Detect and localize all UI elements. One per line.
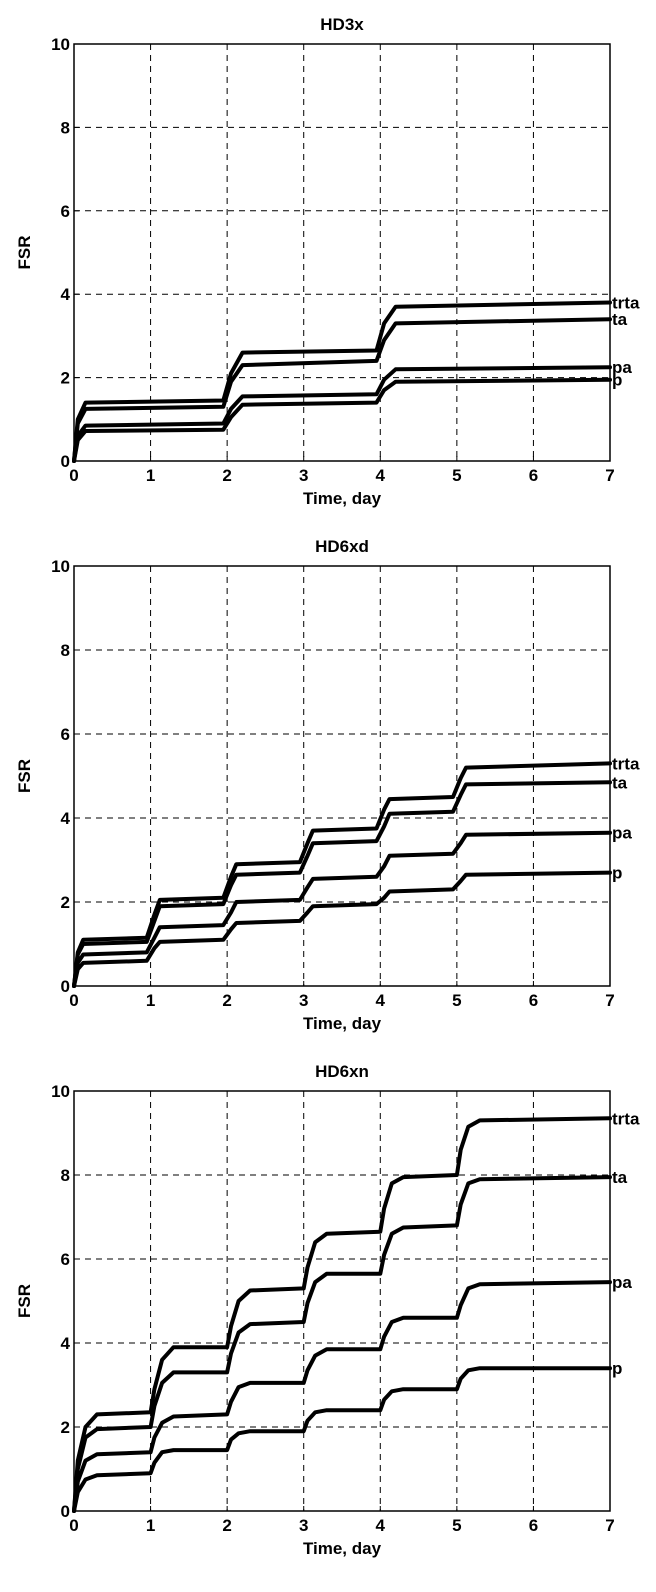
series-label-ta: ta bbox=[612, 773, 628, 792]
series-label-p: p bbox=[612, 864, 622, 883]
y-tick-label: 4 bbox=[61, 1334, 71, 1353]
x-tick-label: 2 bbox=[222, 991, 231, 1010]
x-tick-label: 5 bbox=[452, 466, 461, 485]
plot-area bbox=[73, 1090, 611, 1512]
x-tick-label: 3 bbox=[299, 1516, 308, 1535]
x-tick-label: 6 bbox=[529, 466, 538, 485]
x-tick-label: 1 bbox=[146, 991, 155, 1010]
x-axis-label: Time, day bbox=[303, 489, 382, 508]
x-tick-label: 2 bbox=[222, 466, 231, 485]
series-line-trta bbox=[72, 300, 612, 463]
y-tick-label: 8 bbox=[61, 1166, 70, 1185]
x-tick-label: 0 bbox=[69, 991, 78, 1010]
x-tick-label: 5 bbox=[452, 1516, 461, 1535]
x-tick-label: 1 bbox=[146, 1516, 155, 1535]
series-line-pa bbox=[72, 365, 612, 463]
y-axis-label: FSR bbox=[15, 759, 34, 793]
series-line-p bbox=[72, 870, 612, 988]
series-line-trta bbox=[72, 1116, 612, 1513]
series-label-pa: pa bbox=[612, 824, 632, 843]
y-tick-label: 6 bbox=[61, 725, 70, 744]
x-tick-label: 4 bbox=[376, 466, 386, 485]
chart-title: HD6xd bbox=[315, 537, 369, 556]
x-tick-label: 3 bbox=[299, 991, 308, 1010]
x-tick-label: 7 bbox=[605, 991, 614, 1010]
x-tick-label: 0 bbox=[69, 1516, 78, 1535]
x-tick-label: 2 bbox=[222, 1516, 231, 1535]
y-tick-label: 8 bbox=[61, 641, 70, 660]
chart-panel-3: HD6xn 0 1 2 3 4 5 6 7 0 2 4 6 8 10 Time, day FSR trta ta pa… bbox=[15, 1062, 640, 1558]
y-tick-label: 8 bbox=[61, 118, 70, 137]
y-tick-label: 10 bbox=[51, 557, 70, 576]
series-label-pa: pa bbox=[612, 1273, 632, 1292]
x-tick-label: 5 bbox=[452, 991, 461, 1010]
y-axis-label: FSR bbox=[15, 1284, 34, 1318]
series-line-p bbox=[72, 377, 612, 463]
x-tick-label: 3 bbox=[299, 466, 308, 485]
x-tick-label: 4 bbox=[376, 991, 386, 1010]
y-axis-label: FSR bbox=[15, 236, 34, 270]
y-tick-label: 2 bbox=[61, 1418, 70, 1437]
x-tick-label: 4 bbox=[376, 1516, 386, 1535]
series-label-ta: ta bbox=[612, 310, 628, 329]
series-label-p: p bbox=[612, 371, 622, 390]
series-label-trta: trta bbox=[612, 294, 640, 313]
y-tick-label: 0 bbox=[61, 1502, 70, 1521]
y-tick-label: 0 bbox=[61, 452, 70, 471]
x-axis-label: Time, day bbox=[303, 1539, 382, 1558]
plot-area bbox=[73, 565, 611, 987]
series-label-pa: pa bbox=[612, 358, 632, 377]
series-line-ta bbox=[72, 780, 612, 988]
x-tick-label: 1 bbox=[146, 466, 155, 485]
x-tick-label: 6 bbox=[529, 991, 538, 1010]
x-axis-label: Time, day bbox=[303, 1014, 382, 1033]
y-tick-label: 2 bbox=[61, 893, 70, 912]
y-tick-label: 6 bbox=[61, 1250, 70, 1269]
series-label-trta: trta bbox=[612, 754, 640, 773]
plot-area bbox=[73, 43, 611, 462]
x-tick-label: 7 bbox=[605, 1516, 614, 1535]
chart-title: HD6xn bbox=[315, 1062, 369, 1081]
y-tick-label: 0 bbox=[61, 977, 70, 996]
series-line-ta bbox=[72, 1175, 612, 1513]
series-line-pa bbox=[72, 830, 612, 988]
series-line-ta bbox=[72, 317, 612, 463]
series-label-p: p bbox=[612, 1359, 622, 1378]
series-line-p bbox=[72, 1366, 612, 1513]
series-line-pa bbox=[72, 1280, 612, 1513]
chart-title: HD3x bbox=[320, 15, 364, 34]
y-tick-label: 4 bbox=[61, 285, 71, 304]
y-tick-label: 4 bbox=[61, 809, 71, 828]
y-tick-label: 10 bbox=[51, 35, 70, 54]
series-label-ta: ta bbox=[612, 1168, 628, 1187]
y-tick-label: 2 bbox=[61, 369, 70, 388]
x-tick-label: 6 bbox=[529, 1516, 538, 1535]
x-tick-label: 7 bbox=[605, 466, 614, 485]
y-tick-label: 10 bbox=[51, 1082, 70, 1101]
x-tick-label: 0 bbox=[69, 466, 78, 485]
series-label-trta: trta bbox=[612, 1109, 640, 1128]
y-tick-label: 6 bbox=[61, 202, 70, 221]
